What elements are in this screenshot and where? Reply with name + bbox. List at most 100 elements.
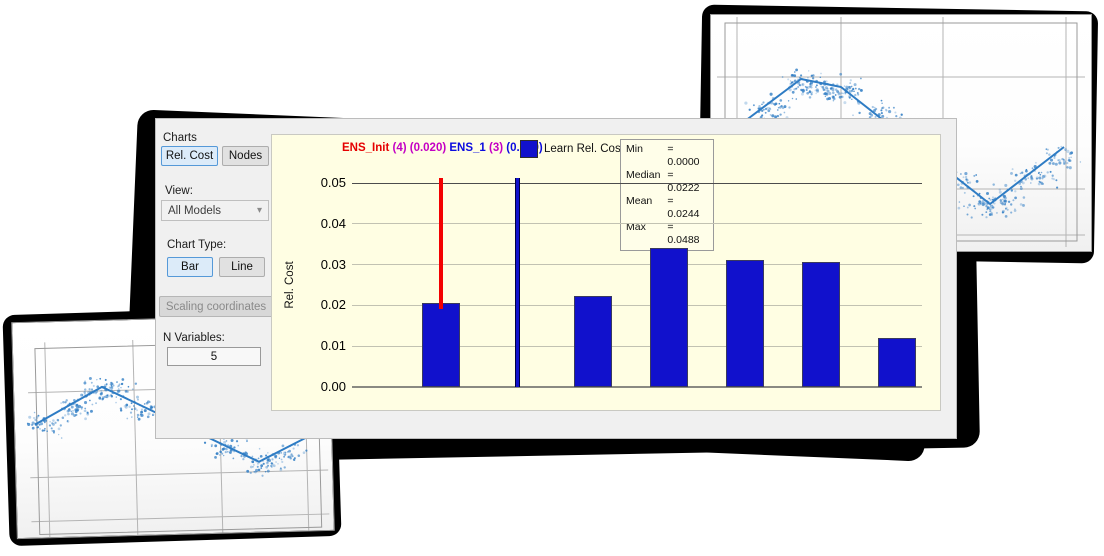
rel-cost-tab-button[interactable]: Rel. Cost [161, 146, 218, 166]
scatter-point [124, 405, 128, 409]
stat-value: = 0.0222 [667, 169, 700, 194]
scatter-point [133, 405, 135, 407]
scatter-point [975, 174, 978, 176]
scatter-point [857, 93, 860, 96]
grid-line [31, 513, 330, 523]
grid-line [44, 342, 51, 540]
scatter-point [136, 409, 139, 412]
scatter-point [880, 109, 883, 112]
scatter-point [89, 399, 91, 402]
scatter-point [30, 423, 34, 427]
scatter-point [1060, 145, 1063, 148]
view-dropdown[interactable]: All Models ▾ [161, 200, 269, 221]
line-chart-type-button[interactable]: Line [219, 257, 265, 277]
scatter-point [1030, 175, 1033, 177]
scatter-point [61, 416, 65, 420]
scatter-point [292, 447, 295, 450]
scatter-point [840, 92, 843, 95]
scatter-point [833, 97, 836, 101]
scatter-point [1079, 161, 1082, 163]
bar [802, 262, 840, 387]
scatter-point [1052, 178, 1056, 181]
scatter-point [808, 96, 812, 99]
nodes-tab-button[interactable]: Nodes [222, 146, 269, 166]
scatter-point [783, 111, 786, 114]
scatter-point [791, 74, 795, 77]
chart-type-label: Chart Type: [167, 239, 227, 251]
y-tick-label: 0.01 [320, 338, 346, 354]
scatter-point [257, 468, 261, 472]
scatter-point [57, 433, 60, 436]
scatter-point [900, 113, 903, 116]
scatter-point [854, 93, 857, 97]
scatter-point [823, 93, 826, 96]
scatter-point [802, 91, 804, 94]
scatter-point [1030, 177, 1034, 181]
scatter-point [1063, 162, 1066, 165]
scatter-point [256, 462, 260, 465]
scatter-point [1039, 181, 1042, 184]
scatter-point [84, 417, 87, 421]
bar [878, 338, 916, 387]
scatter-point [972, 195, 975, 198]
scatter-point [778, 106, 782, 109]
scatter-point [128, 405, 131, 408]
scatter-point [800, 89, 803, 92]
scatter-point [973, 205, 976, 208]
scatter-point [1062, 158, 1065, 161]
scatter-point [764, 111, 767, 114]
scaling-coordinates-button[interactable]: Scaling coordinates [159, 296, 273, 317]
scatter-point [1048, 153, 1051, 156]
marker-line-ens_1 [514, 178, 520, 387]
bar [422, 303, 460, 387]
scatter-point [110, 381, 112, 384]
scatter-point [265, 465, 269, 469]
scatter-point [849, 82, 852, 85]
scatter-point [230, 438, 234, 442]
scatter-point [131, 408, 133, 411]
scatter-point [280, 452, 282, 454]
chart-title-part: (4) [389, 142, 407, 154]
scatter-point [1053, 156, 1056, 159]
scatter-point [267, 464, 270, 467]
bar-chart-type-button[interactable]: Bar [167, 257, 213, 277]
scatter-point [91, 388, 93, 391]
scatter-point [1024, 178, 1027, 181]
scatter-point [1010, 203, 1013, 206]
scatter-point [1051, 162, 1055, 165]
scatter-point [852, 88, 855, 91]
scatter-point [43, 429, 46, 432]
scatter-point [793, 71, 796, 73]
scatter-point [99, 377, 102, 380]
scatter-point [1051, 177, 1054, 180]
scatter-point [277, 462, 279, 465]
gridline [352, 182, 922, 184]
scatter-point [74, 410, 78, 414]
scatter-point [1022, 196, 1026, 199]
scatter-point [270, 466, 273, 468]
scatter-point [888, 110, 892, 114]
scatter-point [966, 206, 969, 209]
scatter-point [979, 203, 982, 205]
scatter-point [289, 456, 292, 460]
scatter-point [287, 455, 290, 459]
scatter-point [822, 93, 825, 95]
scatter-point [837, 92, 841, 96]
scatter-point [214, 456, 217, 459]
scatter-point [253, 471, 255, 473]
scatter-point [1014, 190, 1017, 193]
scatter-point [822, 88, 826, 91]
scatter-point [998, 190, 1002, 194]
scatter-point [832, 99, 835, 102]
scatter-point [136, 416, 139, 418]
n-variables-field[interactable] [167, 347, 261, 366]
scatter-point [1057, 159, 1060, 162]
scatter-point [851, 98, 853, 100]
scatter-point [809, 83, 812, 85]
scatter-point [748, 108, 751, 111]
scatter-point [761, 114, 764, 117]
scatter-point [74, 404, 78, 407]
scatter-point [226, 450, 229, 453]
scatter-point [968, 181, 972, 184]
scatter-point [255, 468, 259, 472]
